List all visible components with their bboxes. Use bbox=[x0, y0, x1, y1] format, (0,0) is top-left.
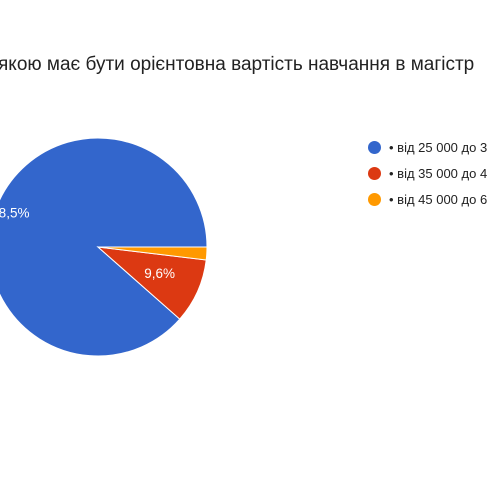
slice-data-label-1: 88,5% bbox=[0, 205, 29, 220]
legend-label: • від 25 000 до 3 bbox=[389, 139, 488, 155]
chart-title: якою має бути орієнтовна вартість навчан… bbox=[0, 54, 475, 75]
slice-data-label-2: 9,6% bbox=[144, 266, 175, 281]
pie-slice-3 bbox=[97, 246, 208, 261]
legend-swatch-icon bbox=[368, 140, 381, 154]
legend-item-3: • від 45 000 до 6 bbox=[368, 186, 487, 212]
legend-item-2: • від 35 000 до 4 bbox=[368, 160, 487, 186]
legend: • від 25 000 до 3 • від 35 000 до 4 • від … bbox=[368, 134, 487, 212]
legend-label: • від 35 000 до 4 bbox=[389, 165, 488, 181]
legend-swatch-icon bbox=[368, 192, 381, 206]
legend-item-1: • від 25 000 до 3 bbox=[368, 134, 487, 160]
legend-label: • від 45 000 до 6 bbox=[389, 191, 488, 207]
legend-swatch-icon bbox=[368, 166, 381, 180]
